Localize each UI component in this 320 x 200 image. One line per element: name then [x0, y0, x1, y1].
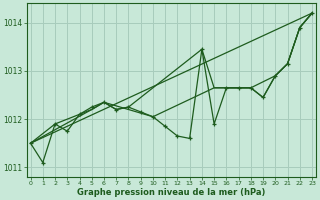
X-axis label: Graphe pression niveau de la mer (hPa): Graphe pression niveau de la mer (hPa)	[77, 188, 266, 197]
